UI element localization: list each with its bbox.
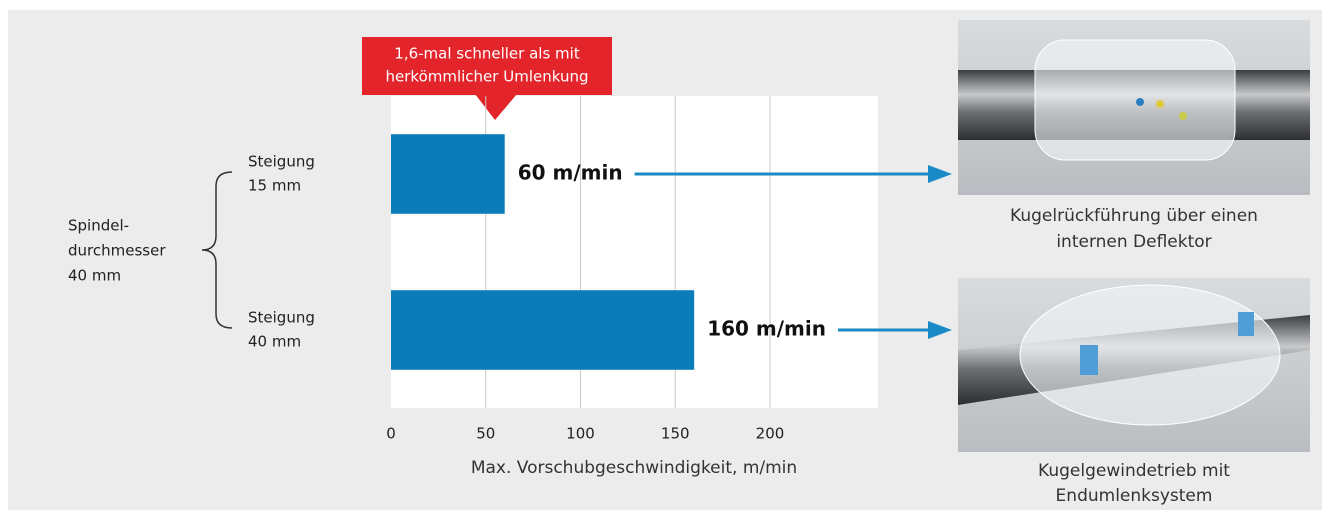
caption: internen Deflektor	[1056, 232, 1211, 252]
group-label: 40 mm	[68, 267, 121, 285]
callout-text: herkömmlicher Umlenkung	[386, 68, 589, 86]
x-tick-label: 150	[661, 425, 690, 443]
chart: 1,6-mal schneller als mit herkömmlicher …	[0, 0, 1330, 512]
value-label: 60 m/min	[518, 161, 623, 185]
page: 1,6-mal schneller als mit herkömmlicher …	[0, 0, 1330, 512]
bar	[391, 290, 694, 370]
y-tick-label: 40 mm	[248, 333, 301, 351]
x-tick-label: 0	[386, 425, 396, 443]
y-tick-label: Steigung	[248, 309, 315, 327]
group-label: durchmesser	[68, 242, 166, 260]
image-deflector	[958, 20, 1310, 195]
caption: Kugelrückführung über einen	[1010, 206, 1258, 226]
x-tick-label: 200	[756, 425, 785, 443]
x-axis-label: Max. Vorschubgeschwindigkeit, m/min	[471, 458, 797, 478]
group-label: Spindel-	[68, 217, 129, 235]
y-tick-label: Steigung	[248, 153, 315, 171]
caption: Endumlenksystem	[1056, 486, 1213, 506]
image-end-cap	[958, 278, 1310, 452]
x-tick-label: 100	[566, 425, 595, 443]
bar	[391, 134, 505, 214]
y-tick-label: 15 mm	[248, 177, 301, 195]
x-tick-label: 50	[476, 425, 495, 443]
caption: Kugelgewindetrieb mit	[1038, 461, 1230, 481]
callout-text: 1,6-mal schneller als mit	[394, 45, 580, 63]
value-label: 160 m/min	[707, 317, 826, 341]
